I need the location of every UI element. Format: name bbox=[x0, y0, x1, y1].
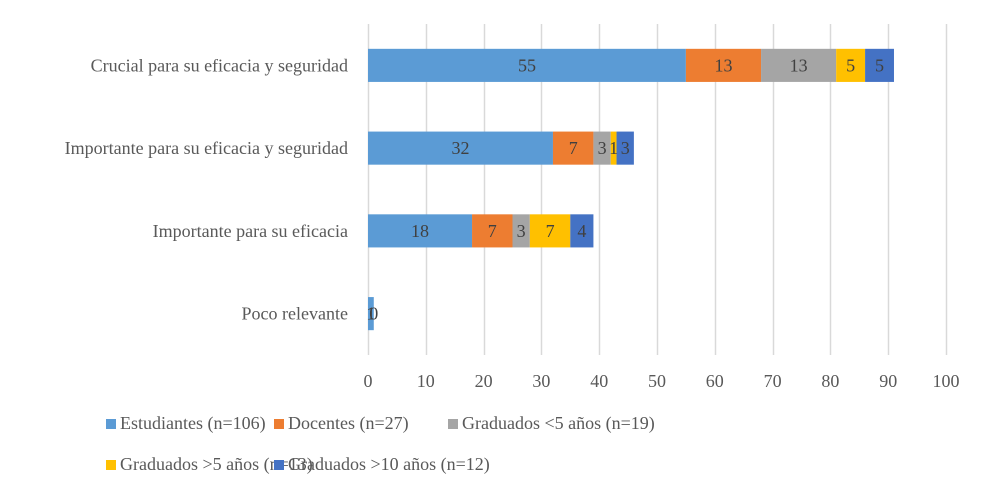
data-label: 1 bbox=[366, 304, 375, 324]
legend-label: Graduados >5 años (n=13) bbox=[120, 454, 313, 474]
bar-segment bbox=[570, 214, 594, 248]
x-tick-label: 0 bbox=[364, 371, 373, 391]
x-tick-label: 10 bbox=[417, 371, 435, 391]
data-label: 5 bbox=[875, 55, 884, 75]
category-label: Importante para su eficacia y seguridad bbox=[65, 138, 348, 158]
bar-segment bbox=[593, 131, 611, 165]
legend-swatch bbox=[274, 459, 284, 470]
legend-label: Estudiantes (n=106) bbox=[120, 413, 266, 433]
bar-segment bbox=[512, 214, 530, 248]
legend-item-estudiantes[interactable]: Estudiantes (n=106) bbox=[106, 413, 266, 434]
legend-item-graduados-mas-10[interactable]: Graduados >10 años (n=12) bbox=[274, 454, 490, 475]
data-label: 1 bbox=[609, 138, 618, 158]
bar-segment bbox=[836, 48, 866, 82]
legend-label: Docentes (n=27) bbox=[288, 413, 409, 433]
x-tick-label: 100 bbox=[933, 371, 960, 391]
bars: 55 13 13 5 532 7 3 1 318 7 3 7 410 bbox=[366, 48, 894, 331]
bar-segment bbox=[610, 131, 617, 165]
x-tick-label: 40 bbox=[590, 371, 608, 391]
x-tick-label: 60 bbox=[706, 371, 724, 391]
bar-segment bbox=[865, 48, 894, 82]
bar-segment bbox=[761, 48, 837, 82]
data-label: 13 bbox=[790, 55, 808, 75]
category-label: Crucial para su eficacia y seguridad bbox=[91, 55, 348, 75]
data-label: 7 bbox=[569, 138, 578, 158]
x-tick-label: 70 bbox=[764, 371, 782, 391]
data-label: 4 bbox=[577, 221, 586, 241]
legend-item-graduados-mas-5[interactable]: Graduados >5 años (n=13) bbox=[106, 454, 313, 475]
legend-swatch bbox=[448, 418, 458, 429]
data-label: 18 bbox=[411, 221, 429, 241]
legend-swatch bbox=[106, 459, 116, 470]
bar-segment bbox=[529, 214, 571, 248]
legend-swatch bbox=[274, 418, 284, 429]
legend-label: Graduados <5 años (n=19) bbox=[462, 413, 655, 433]
bar-segment bbox=[368, 214, 473, 248]
bar-segment bbox=[685, 48, 762, 82]
x-tick-label: 20 bbox=[475, 371, 493, 391]
x-tick-label: 90 bbox=[879, 371, 897, 391]
bar-segment bbox=[368, 131, 553, 165]
data-label: 7 bbox=[546, 221, 555, 241]
category-label: Importante para su eficacia bbox=[153, 221, 348, 241]
category-label: Poco relevante bbox=[242, 304, 348, 324]
data-label: 3 bbox=[598, 138, 607, 158]
category-labels: Crucial para su eficacia y seguridad Impo… bbox=[65, 55, 348, 323]
legend-item-docentes[interactable]: Docentes (n=27) bbox=[274, 413, 409, 434]
x-tick-label: 80 bbox=[821, 371, 839, 391]
data-label: 3 bbox=[517, 221, 526, 241]
bar-segment bbox=[616, 131, 634, 165]
data-label: 3 bbox=[621, 138, 630, 158]
data-label: 0 bbox=[369, 304, 378, 324]
legend-item-graduados-menos-5[interactable]: Graduados <5 años (n=19) bbox=[448, 413, 655, 434]
data-label: 32 bbox=[451, 138, 469, 158]
data-label: 55 bbox=[518, 55, 536, 75]
bar-segment bbox=[552, 131, 594, 165]
legend-label: Graduados >10 años (n=12) bbox=[288, 454, 490, 474]
bar-segment bbox=[368, 48, 686, 82]
data-label: 13 bbox=[714, 55, 732, 75]
x-tick-labels: 0 10 20 30 40 50 60 70 80 90 100 bbox=[364, 371, 960, 391]
bar-segment bbox=[472, 214, 513, 248]
data-label: 7 bbox=[488, 221, 497, 241]
data-label: 5 bbox=[846, 55, 855, 75]
legend-swatch bbox=[106, 418, 116, 429]
x-tick-label: 50 bbox=[648, 371, 666, 391]
x-tick-label: 30 bbox=[532, 371, 550, 391]
bar-segment bbox=[368, 297, 374, 331]
